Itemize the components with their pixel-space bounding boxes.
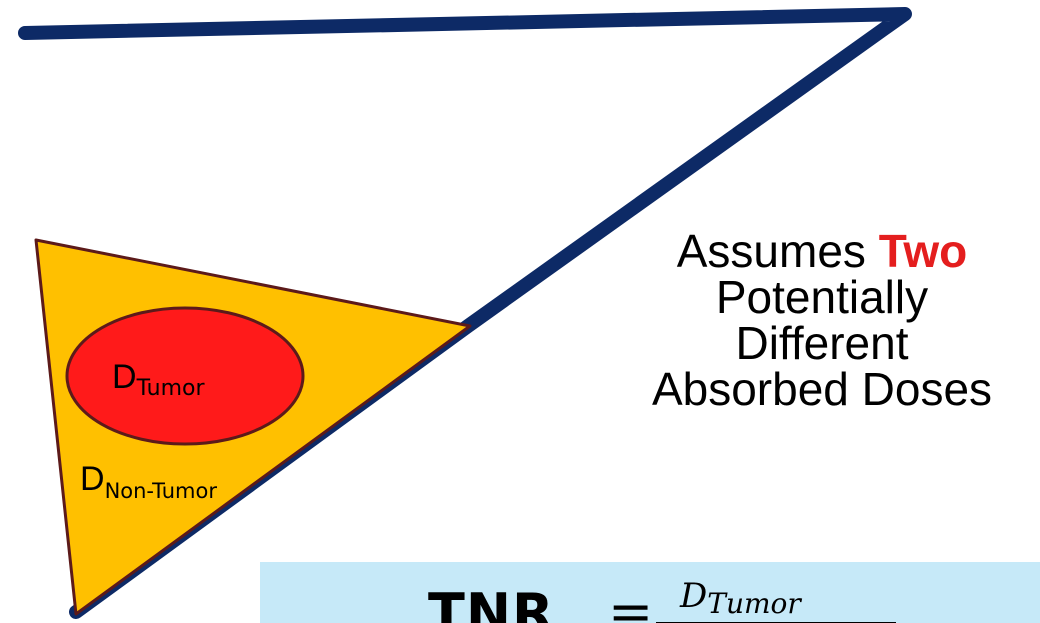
caption-line-3: Different	[735, 317, 909, 369]
tumor-region	[65, 306, 305, 446]
non-tumor-label-main: D	[80, 460, 105, 498]
caption-highlight: Two	[878, 225, 968, 277]
formula-numerator: DTumor	[680, 576, 801, 623]
caption-prefix: Assumes	[676, 225, 879, 277]
formula-numerator-main: D	[680, 576, 708, 616]
formula-equals: =	[608, 580, 654, 623]
formula-lhs: TNR	[428, 582, 555, 623]
non-tumor-label: DNon-Tumor	[80, 460, 217, 503]
tumor-label-main: D	[112, 358, 137, 396]
formula-numerator-sub: Tumor	[707, 587, 801, 620]
caption-line-4: Absorbed Doses	[651, 363, 993, 415]
caption-line-2: Potentially	[715, 271, 929, 323]
tumor-label-sub: Tumor	[136, 376, 206, 401]
formula-box: TNR = DTumor	[260, 562, 1040, 623]
caption-line-1: Assumes Two	[612, 228, 1032, 274]
non-tumor-label-sub: Non-Tumor	[105, 479, 218, 503]
assumption-caption: Assumes Two Potentially Different Absorb…	[612, 228, 1032, 412]
tumor-label: DTumor	[112, 358, 205, 401]
